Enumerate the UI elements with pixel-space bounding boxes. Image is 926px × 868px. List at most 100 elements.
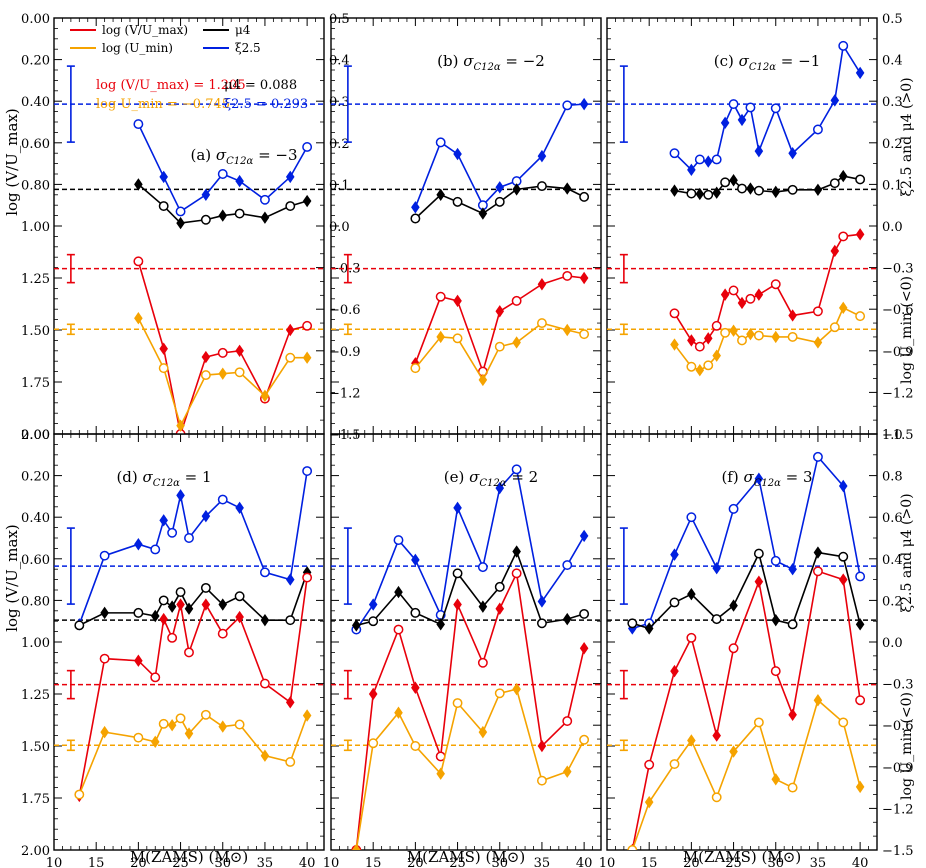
data-point-logV (644, 759, 655, 770)
data-point-mu4 (729, 599, 738, 612)
data-point-logUmin (703, 360, 714, 371)
panel-f: 10 15 20 25 30 35 40 1.0 0.8 0.6 0.4 0.2 0.0 −0.3 −0.6… (599, 428, 914, 868)
data-point-mu4 (813, 183, 823, 197)
data-point-mu4 (771, 613, 781, 627)
data-point-mu4 (855, 174, 866, 185)
series-line-logV (414, 275, 585, 375)
data-point-xi (694, 154, 705, 165)
data-point-xi (167, 527, 178, 538)
data-point-logUmin (200, 370, 211, 381)
x-tick-label: 20 (407, 856, 424, 868)
data-point-mu4 (133, 607, 144, 618)
data-point-logUmin (838, 717, 849, 728)
series-group (74, 466, 313, 803)
data-point-logV (579, 642, 589, 655)
y-left-tick-label: 0.20 (21, 54, 50, 69)
data-point-xi (393, 535, 404, 546)
data-point-logUmin (352, 843, 361, 850)
data-point-xi (670, 548, 679, 561)
data-point-mu4 (167, 600, 177, 613)
data-point-mu4 (368, 616, 379, 627)
data-point-logUmin (737, 335, 747, 346)
data-point-logV (184, 647, 194, 658)
panel-frame (330, 433, 602, 851)
y-left-tick-label: 1.75 (21, 376, 50, 391)
data-point-mu4 (150, 609, 160, 623)
data-point-mu4 (410, 213, 421, 224)
x-axis-title: M(ZAMS) (M⊙) (407, 848, 525, 866)
data-point-xi (201, 188, 211, 202)
data-point-mu4 (494, 581, 505, 592)
data-point-logUmin (771, 330, 781, 344)
y-left-axis-title: log (V/U_max) (3, 108, 21, 216)
x-tick-label: 30 (491, 856, 508, 868)
data-point-logUmin (285, 756, 296, 767)
series-line-mu4 (632, 551, 861, 630)
panel-d: 10 15 20 25 30 35 40 0.00 0.20 0.40 0.60 0.80 1.00 1.… (21, 428, 325, 868)
data-point-mu4 (737, 183, 747, 194)
data-point-logUmin (176, 419, 185, 432)
data-point-xi (453, 501, 462, 515)
data-point-mu4 (579, 191, 590, 202)
data-point-mu4 (494, 196, 505, 207)
data-point-xi (150, 544, 161, 555)
y-right-tick-label: −0.6 (882, 303, 914, 318)
data-point-logUmin (494, 341, 505, 352)
x-tick-label: 25 (449, 856, 466, 868)
data-point-logUmin (536, 318, 547, 329)
data-point-mu4 (712, 186, 721, 199)
data-point-xi (754, 144, 764, 158)
data-point-mu4 (753, 185, 764, 196)
data-point-xi (687, 163, 696, 177)
legend-label: μ4 (235, 23, 251, 37)
data-point-mu4 (746, 182, 755, 195)
panel-frame (606, 433, 878, 851)
data-point-logUmin (729, 745, 738, 758)
data-point-logV (201, 350, 211, 364)
data-point-logUmin (167, 718, 177, 732)
data-point-mu4 (200, 214, 211, 225)
data-point-xi (495, 181, 505, 194)
data-point-logUmin (813, 694, 823, 707)
data-point-xi (235, 501, 244, 515)
data-point-logUmin (512, 682, 521, 696)
data-point-logV (368, 687, 378, 701)
data-point-logV (495, 602, 505, 615)
x-tick-label: 25 (725, 856, 742, 868)
data-point-mu4 (729, 174, 738, 187)
data-point-mu4 (838, 551, 849, 562)
data-point-xi (435, 137, 446, 148)
data-point-mu4 (627, 618, 638, 629)
data-point-logV (159, 342, 168, 355)
data-point-mu4 (436, 188, 445, 202)
y-right-tick-label: 0.8 (882, 470, 903, 485)
data-point-logUmin (436, 330, 445, 344)
y-left-tick-label: 0.60 (21, 137, 50, 152)
data-point-mu4 (512, 545, 521, 558)
data-point-xi (579, 529, 589, 543)
x-tick-label: 40 (852, 856, 869, 868)
data-point-logV (235, 344, 244, 358)
y-right-tick-label: 1.0 (882, 428, 903, 443)
data-point-logUmin (478, 373, 488, 387)
data-point-logUmin (452, 698, 463, 708)
data-point-xi (712, 561, 721, 575)
data-point-xi (134, 538, 143, 551)
data-point-logV (686, 632, 697, 643)
y-right-tick-label: −1.5 (329, 428, 361, 443)
series-line-logUmin (673, 306, 861, 372)
data-point-mu4 (175, 587, 186, 598)
data-point-mu4 (562, 612, 572, 626)
y-right-tick-label: −1.5 (882, 428, 914, 443)
y-left-tick-label: 1.25 (21, 688, 50, 703)
data-point-xi (728, 503, 739, 514)
data-point-mu4 (771, 185, 781, 199)
y-left-tick-label: 2.00 (21, 428, 50, 443)
data-point-mu4 (478, 600, 488, 613)
data-point-logV (728, 643, 739, 654)
data-point-logV (167, 632, 178, 643)
data-point-xi (812, 451, 823, 462)
data-point-logUmin (644, 795, 654, 809)
data-point-xi (511, 464, 522, 475)
data-point-logUmin (184, 727, 194, 740)
